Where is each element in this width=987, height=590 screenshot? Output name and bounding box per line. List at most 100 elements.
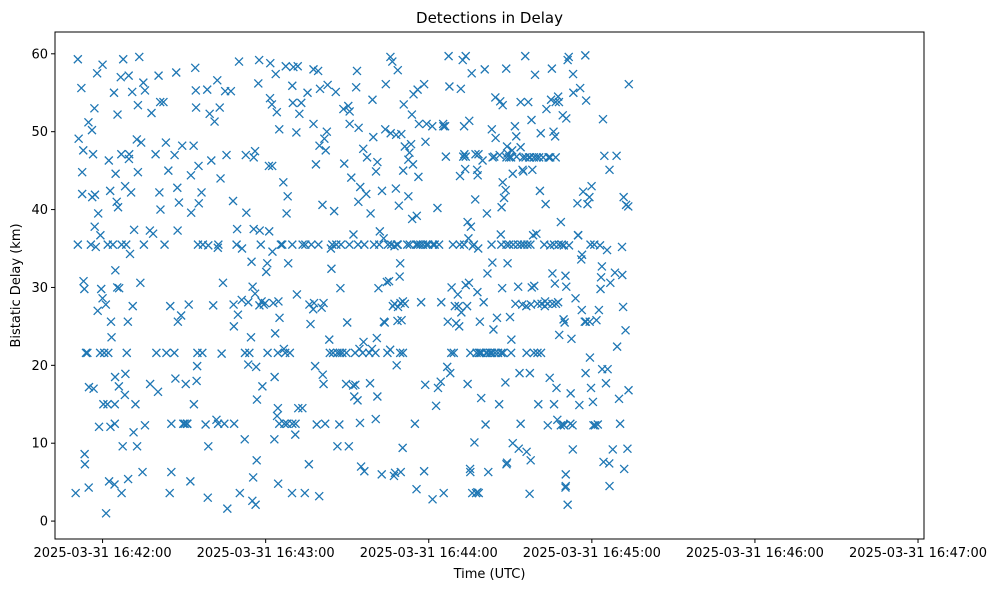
data-point [103,348,113,358]
data-point [170,374,180,384]
x-tick-label: 2025-03-31 16:45:00 [523,546,661,561]
data-point [410,419,420,429]
data-point [140,420,150,430]
data-point [73,240,83,250]
data-point [325,348,335,358]
data-point [156,205,165,215]
data-point [577,305,587,315]
data-point [501,64,511,74]
data-point [596,272,606,282]
data-point [352,66,362,76]
data-point [165,488,175,498]
data-point [618,302,628,312]
data-point [531,229,541,239]
x-tick-label: 2025-03-31 16:46:00 [686,546,824,561]
data-point [584,192,594,202]
data-point [319,134,329,144]
data-point [379,233,389,243]
data-point [332,441,342,451]
data-point [478,156,488,165]
data-point [434,240,444,250]
data-point [248,282,258,292]
data-point [368,132,378,142]
data-point [124,71,134,81]
data-point [608,444,618,454]
data-point [112,197,122,207]
data-point [476,393,486,403]
data-point [520,51,530,61]
data-point [545,373,555,383]
data-point [244,348,254,358]
data-point [599,151,609,161]
data-point [499,193,509,203]
data-point [489,152,499,162]
data-point [479,297,489,307]
data-point [277,240,287,250]
data-point [138,78,148,88]
data-point [506,348,516,358]
data-point [328,348,338,358]
data-point [194,161,203,171]
data-point [453,289,463,299]
data-point [166,467,176,477]
data-point [594,305,604,315]
data-point [535,186,545,196]
data-point [353,395,362,405]
data-point [603,364,613,374]
data-point [148,229,158,239]
data-point [560,318,570,327]
data-point [397,315,407,325]
data-point [116,72,126,82]
data-point [117,488,127,498]
data-point [421,137,430,147]
data-point [585,317,595,327]
data-point [80,449,90,459]
data-point [458,152,468,162]
data-point [291,419,301,429]
y-tick-label: 40 [31,203,48,218]
data-point [217,349,227,359]
data-point [161,348,171,358]
data-point [533,399,543,409]
data-point [559,314,569,324]
data-point [621,325,631,335]
data-point [288,98,298,108]
data-point [304,459,314,469]
data-point [292,289,302,299]
data-point [395,348,405,358]
data-point [522,348,532,358]
data-point [324,335,334,345]
data-point [110,265,120,275]
data-point [123,474,133,484]
data-point [456,84,466,94]
data-point [92,68,102,78]
data-point [412,484,421,494]
data-point [138,467,147,477]
data-point [98,293,108,303]
data-point [508,240,518,250]
data-point [617,242,627,252]
data-point [580,50,590,60]
data-point [399,99,409,109]
data-point [543,420,553,430]
data-point [303,88,312,98]
data-point [264,161,274,171]
data-point [549,399,559,409]
data-point [240,434,250,444]
data-point [377,469,387,479]
data-point [502,459,511,469]
data-point [466,222,476,232]
data-point [201,420,211,429]
data-point [513,282,523,292]
data-point [145,379,155,389]
data-point [205,109,215,119]
data-point [514,444,524,454]
data-point [215,103,225,113]
data-point [104,476,114,486]
data-point [310,361,320,371]
data-point [177,141,187,151]
data-point [331,240,341,250]
data-point [282,209,292,218]
data-point [293,403,303,413]
data-point [416,297,426,307]
